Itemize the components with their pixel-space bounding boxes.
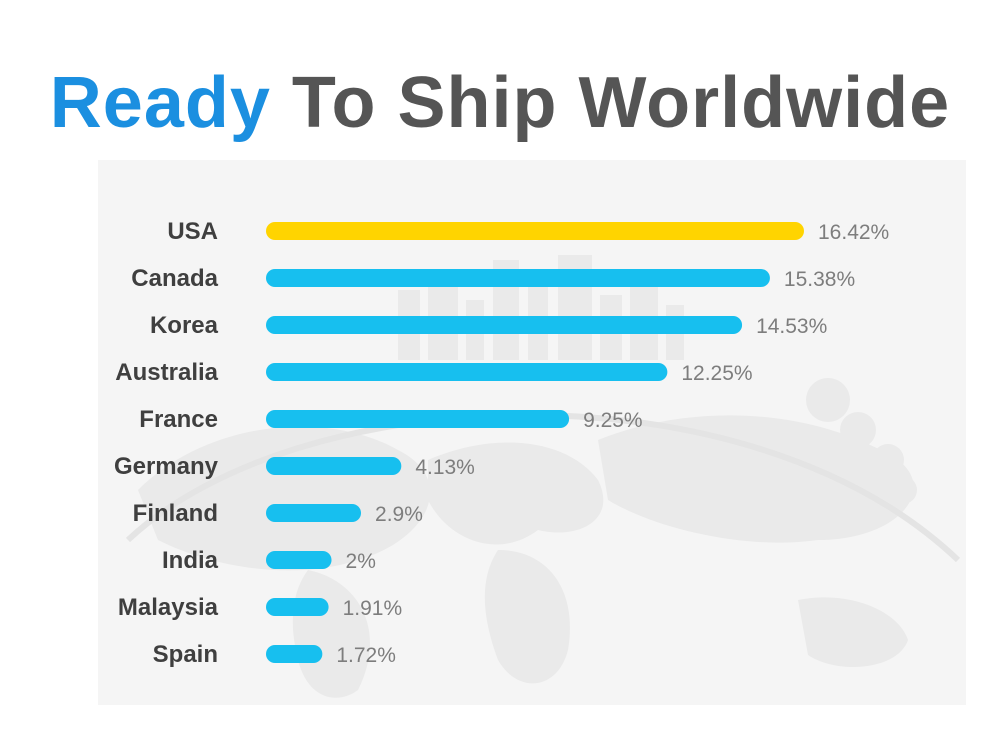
value-label: 16.42% [818, 221, 889, 244]
bar [266, 410, 570, 428]
value-label: 2.9% [375, 503, 423, 526]
category-label: Spain [153, 641, 218, 668]
value-label: 12.25% [681, 362, 752, 385]
bar [266, 504, 362, 522]
bar [266, 457, 402, 475]
category-label: Canada [131, 265, 218, 292]
bar-chart: USA 16.42% Canada 15.38% Korea 14.53% Australi… [114, 218, 889, 668]
value-label: 2% [346, 550, 376, 573]
category-label: Malaysia [118, 594, 219, 621]
value-label: 1.72% [336, 644, 396, 667]
category-label: Australia [115, 359, 218, 386]
value-label: 9.25% [583, 409, 643, 432]
category-label: France [139, 406, 218, 433]
bar [266, 363, 668, 381]
value-label: 14.53% [756, 315, 827, 338]
title-accent: Ready [49, 63, 271, 143]
chart-panel: USA 16.42% Canada 15.38% Korea 14.53% Australi… [98, 160, 966, 705]
bar [266, 222, 804, 240]
category-label: USA [167, 218, 218, 245]
page-title: Ready To Ship Worldwide [0, 58, 1000, 148]
value-label: 1.91% [343, 597, 403, 620]
category-label: Korea [150, 312, 219, 339]
bar [266, 598, 329, 616]
category-label: Finland [133, 500, 218, 527]
value-label: 4.13% [415, 456, 475, 479]
value-label: 15.38% [784, 268, 855, 291]
bar [266, 269, 770, 287]
bar [266, 645, 323, 663]
bar [266, 316, 743, 334]
bar [266, 551, 332, 569]
category-label: Germany [114, 453, 219, 480]
category-label: India [162, 547, 219, 574]
title-rest: To Ship Worldwide [291, 63, 951, 143]
